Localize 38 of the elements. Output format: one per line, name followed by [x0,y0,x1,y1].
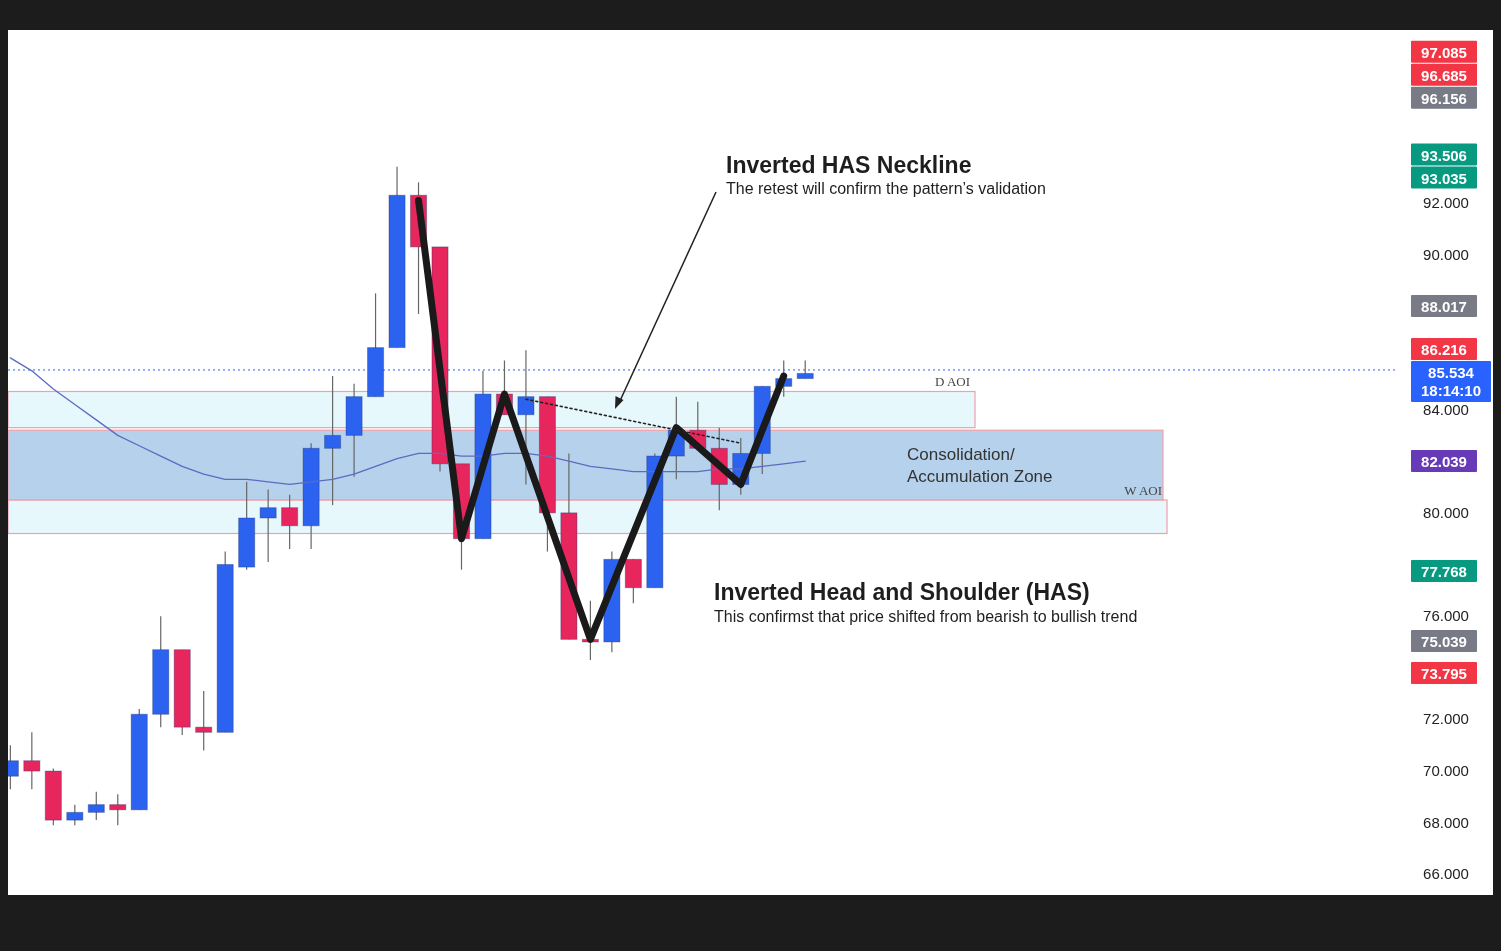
text: 77.768 [1421,563,1467,580]
text: 73.795 [1421,665,1467,682]
y-tick-label: 72.000 [1423,710,1469,728]
candlestick [195,690,213,751]
y-tick-label: 92.000 [1423,194,1469,211]
band-label: D AOI [934,374,970,390]
candlestick [87,791,105,821]
text: 97.085 [1421,43,1467,61]
text: 93.035 [1421,169,1467,187]
y-tick-label: 70.000 [1423,762,1469,780]
candlestick [109,793,127,826]
annotation: Inverted HAS Neckline [726,152,972,178]
y-tick-label: 66.000 [1423,865,1469,883]
candlestick [281,494,299,550]
y-tick-label: 80.000 [1423,503,1469,521]
text: 82.039 [1421,453,1467,470]
text: 88.017 [1421,298,1467,315]
band-label: W AOI [1124,482,1162,498]
annotation: This confirmst that price shifted from bearish to bullish trend [714,608,1138,625]
y-tick-label: 76.000 [1423,607,1469,625]
text: 75.039 [1421,633,1467,650]
candlestick [23,731,41,790]
candlestick [796,359,814,380]
candlestick [324,375,342,506]
text: 86.216 [1421,341,1467,358]
ref-line-label: 85.534 18:14:10 [1420,364,1482,399]
text: 96.156 [1421,89,1467,107]
line-series [9,357,806,486]
y-tick-label: 84.000 [1423,400,1469,418]
y-tick-label: 68.000 [1423,813,1469,831]
band-label: Consolidation/ Accumulation Zone [907,445,1053,487]
text: 93.506 [1421,146,1467,164]
text: 96.685 [1421,66,1467,84]
candlestick [66,804,84,826]
annotation: Inverted Head and Shoulder (HAS) [714,579,1090,605]
candlestick [259,489,277,563]
y-tick-label: 90.000 [1423,245,1469,263]
annotation: The retest will confirm the pattern’s validation [726,180,1046,197]
